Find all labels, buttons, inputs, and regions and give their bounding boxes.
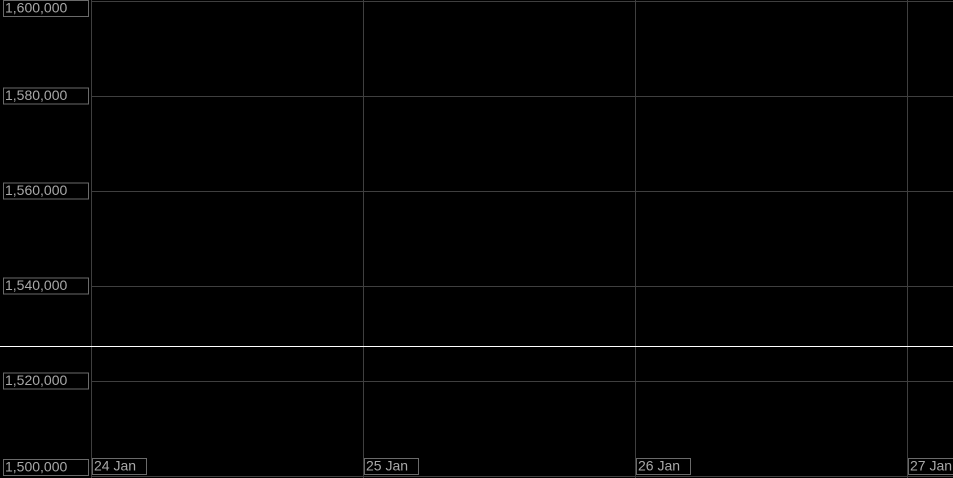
x-tick: 26 Jan xyxy=(636,458,691,475)
x-tick-box xyxy=(364,458,419,475)
y-tick: 1,600,000 xyxy=(3,0,89,17)
x-tick-box xyxy=(636,458,691,475)
y-tick: 1,520,000 xyxy=(3,372,89,390)
x-tick-label: 24 Jan xyxy=(94,458,136,474)
y-tick-box xyxy=(3,372,89,390)
y-tick-label: 1,600,000 xyxy=(5,0,67,16)
x-tick-label: 27 Jan xyxy=(910,458,952,474)
y-tick-label: 1,580,000 xyxy=(5,87,67,103)
x-tick-label: 26 Jan xyxy=(638,458,680,474)
y-tick-box xyxy=(3,182,89,200)
y-tick: 1,560,000 xyxy=(3,182,89,200)
x-tick: 25 Jan xyxy=(364,458,419,475)
x-tick: 27 Jan xyxy=(908,458,953,475)
x-tick-box xyxy=(908,458,953,475)
y-tick-label: 1,500,000 xyxy=(5,459,67,475)
y-tick-box xyxy=(3,87,89,105)
y-tick-label: 1,520,000 xyxy=(5,372,67,388)
y-tick-box xyxy=(3,459,89,476)
y-tick: 1,500,000 xyxy=(3,459,89,476)
x-tick-label: 25 Jan xyxy=(366,458,408,474)
x-tick-box xyxy=(92,458,147,475)
x-tick: 24 Jan xyxy=(92,458,147,475)
y-tick: 1,540,000 xyxy=(3,277,89,295)
y-tick-label: 1,540,000 xyxy=(5,277,67,293)
y-tick-box xyxy=(3,0,89,17)
y-tick: 1,580,000 xyxy=(3,87,89,105)
y-tick-box xyxy=(3,277,89,295)
y-tick-label: 1,560,000 xyxy=(5,182,67,198)
